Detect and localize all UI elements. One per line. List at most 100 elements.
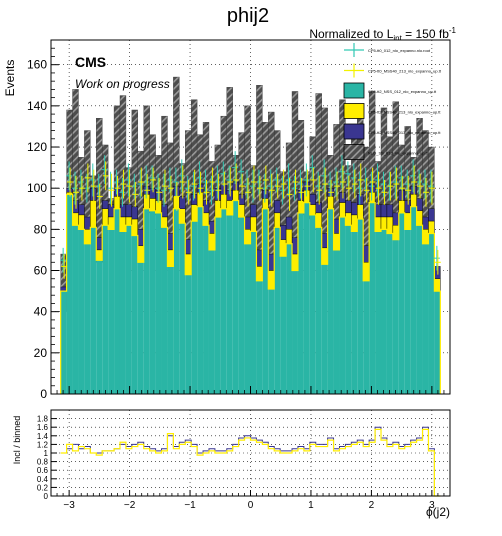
bar-navy <box>84 216 91 230</box>
bar-navy <box>125 204 133 218</box>
bar-navy <box>167 233 174 251</box>
bar-yellow <box>351 214 358 232</box>
bar-teal <box>143 208 150 394</box>
top-ytick-label: 0 <box>40 387 47 401</box>
bottom-ytick-label: 1.8 <box>37 415 49 424</box>
bar-navy <box>363 245 370 263</box>
legend-entry: CP5-tt0_012_nlo_expanno.nlo.root <box>344 43 431 57</box>
bar-navy <box>256 249 263 267</box>
bar-navy <box>279 225 287 240</box>
bar-teal <box>381 229 387 394</box>
bar-teal <box>404 229 411 394</box>
bar-teal <box>375 231 382 394</box>
bar-yellow <box>363 262 370 282</box>
bar-teal <box>66 194 73 394</box>
bar-teal <box>167 266 174 394</box>
bar-navy <box>119 204 127 218</box>
bar-teal <box>131 235 138 394</box>
bar-yellow <box>101 208 109 226</box>
bottom-ytick-label: 1.6 <box>37 423 49 432</box>
bar-teal <box>114 208 120 394</box>
top-ytick-label: 140 <box>27 99 47 113</box>
bar-teal <box>262 208 269 394</box>
bar-yellow <box>161 216 168 228</box>
bar-yellow <box>202 212 210 226</box>
bar-yellow <box>119 216 127 232</box>
bar-teal <box>155 212 162 394</box>
bar-yellow <box>78 214 85 230</box>
bar-teal <box>256 280 263 394</box>
bottom-xtick-label: −2 <box>124 500 136 511</box>
lumi-suffix: = 150 fb <box>402 27 449 41</box>
ratio-plot: 00.20.40.60.811.21.41.61.8−3 −2 −1 0 1 2 3 Inc… <box>12 409 451 519</box>
legend-swatch <box>343 82 365 99</box>
bar-navy <box>333 218 340 234</box>
bottom-ytick-label: 1 <box>44 449 49 458</box>
bar-navy <box>285 216 293 230</box>
bar-teal <box>185 274 192 394</box>
legend-swatch <box>343 123 365 140</box>
bar-yellow <box>285 229 293 244</box>
bar-navy <box>96 237 103 251</box>
bar-yellow <box>386 216 394 234</box>
bar-teal <box>345 225 352 394</box>
bar-teal <box>102 225 109 394</box>
bar-teal <box>226 214 233 394</box>
bar-navy <box>101 200 109 209</box>
bar-teal <box>363 280 370 394</box>
bar-teal <box>84 243 91 394</box>
bar-navy <box>380 204 388 218</box>
bar-teal <box>220 208 227 394</box>
figure-title: phij2 <box>227 5 269 27</box>
bar-teal <box>351 231 358 394</box>
bar-yellow <box>315 212 322 228</box>
legend-label: CP5-tt0_MSS40_213_nlo_expanno_up.tt <box>368 69 442 74</box>
top-bars <box>60 76 441 394</box>
bar-yellow <box>422 229 429 244</box>
cms-label: CMS <box>75 54 106 70</box>
bar-navy <box>185 239 192 255</box>
bottom-xtick-label: −1 <box>184 500 196 511</box>
bottom-xtick-label: 0 <box>248 500 254 511</box>
bar-teal <box>238 217 245 394</box>
bar-yellow <box>345 212 352 226</box>
top-points <box>60 151 441 279</box>
bar-navy <box>428 208 435 222</box>
bar-yellow <box>137 245 144 263</box>
bar-yellow <box>250 216 257 232</box>
bar-teal <box>428 233 435 394</box>
bar-teal <box>327 208 334 394</box>
legend-entry: CP5-tt2_NSS_012_nlo_expanno_up.tt <box>343 82 437 99</box>
bottom-ytick-label: 0.6 <box>37 466 49 475</box>
bar-teal <box>410 206 417 394</box>
legend-label: CP5-tt2_NSS40_213_nlo_expanno_up.tt <box>368 110 441 115</box>
bar-yellow <box>309 204 316 216</box>
top-ytick-label: 100 <box>27 181 47 195</box>
bar-navy <box>404 200 411 214</box>
bar-yellow <box>291 253 299 271</box>
bar-navy <box>244 216 251 230</box>
bar-yellow <box>149 198 156 212</box>
bar-teal <box>108 229 115 394</box>
bar-teal <box>321 264 328 394</box>
bar-yellow <box>220 194 227 209</box>
bar-yellow <box>84 229 91 244</box>
bar-yellow <box>268 270 275 290</box>
bar-yellow <box>274 212 281 228</box>
bar-yellow <box>208 233 216 251</box>
bar-yellow <box>392 225 400 240</box>
lumi-prefix: Normalized to L <box>309 27 393 41</box>
bar-yellow <box>297 200 305 214</box>
cms-sublabel: Work on progress <box>75 77 170 91</box>
bottom-ytick-label: 0 <box>44 492 49 501</box>
bar-teal <box>422 243 429 394</box>
bar-teal <box>315 227 322 394</box>
legend-entry: CP5-tt0_MSS40_213_nlo_expanno_up.tt <box>344 63 442 78</box>
events-plot: 0 20 40 60 80 100 120 140 160 Events CMS Work on… <box>3 39 451 401</box>
top-axes: 0 20 40 60 80 100 120 140 160 <box>27 39 445 401</box>
bar-yellow <box>226 200 233 216</box>
top-ytick-label: 40 <box>34 305 48 319</box>
bar-teal <box>339 217 346 394</box>
bar-teal <box>232 200 239 394</box>
